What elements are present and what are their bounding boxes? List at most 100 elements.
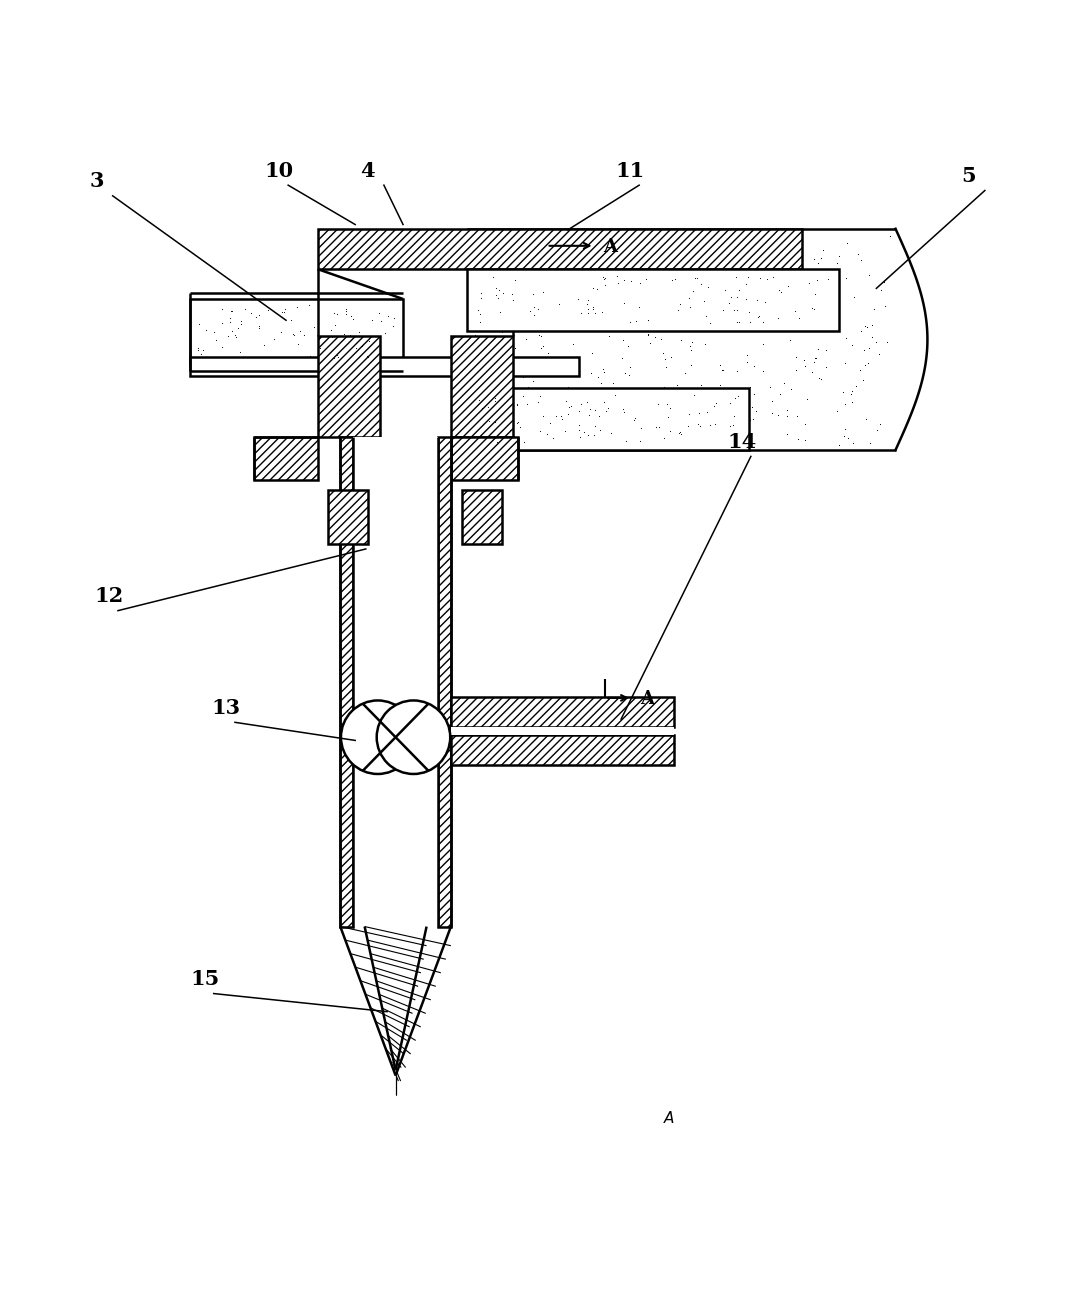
Point xyxy=(669,376,686,396)
Point xyxy=(766,268,784,289)
Point xyxy=(197,320,214,341)
Point xyxy=(848,376,865,396)
Point xyxy=(531,421,548,442)
Point xyxy=(858,408,875,429)
Point xyxy=(779,424,796,445)
Point xyxy=(594,402,611,422)
Point xyxy=(492,302,509,322)
Point xyxy=(579,237,596,257)
Point xyxy=(807,348,824,369)
Point xyxy=(491,287,508,308)
Point xyxy=(276,302,293,322)
Point xyxy=(620,335,637,356)
Point xyxy=(524,283,541,304)
Point xyxy=(755,360,772,381)
Point xyxy=(721,415,739,436)
Point xyxy=(861,338,878,359)
Point xyxy=(190,313,207,334)
Point xyxy=(809,252,827,273)
Point xyxy=(717,280,734,300)
Point xyxy=(358,346,375,367)
Point xyxy=(777,239,794,260)
Bar xyxy=(328,490,368,543)
Point xyxy=(565,268,582,289)
Point xyxy=(190,339,207,360)
Point xyxy=(324,328,341,348)
Point xyxy=(667,269,684,290)
Point xyxy=(819,269,836,290)
Point xyxy=(813,248,830,269)
Point xyxy=(614,330,631,351)
Point xyxy=(637,227,654,248)
Point xyxy=(616,363,634,384)
Point xyxy=(513,260,531,281)
Point xyxy=(624,417,641,438)
Point xyxy=(567,408,584,429)
Point xyxy=(656,428,673,448)
Point xyxy=(474,350,491,370)
Point xyxy=(494,385,511,406)
Point xyxy=(623,264,640,285)
Point xyxy=(714,252,731,273)
Point xyxy=(781,330,799,351)
Point xyxy=(525,347,542,368)
Point xyxy=(485,266,502,287)
Point xyxy=(347,338,364,359)
Point xyxy=(483,315,501,335)
Point xyxy=(304,316,322,337)
Point xyxy=(825,311,843,332)
Point xyxy=(549,299,566,320)
Point xyxy=(539,239,556,260)
Point xyxy=(730,400,747,421)
Point xyxy=(284,324,301,344)
Point xyxy=(770,404,787,425)
Bar xyxy=(438,437,451,927)
Point xyxy=(576,421,593,442)
Point xyxy=(210,347,227,368)
Point xyxy=(838,268,855,289)
Point xyxy=(683,380,700,400)
Point xyxy=(607,385,624,406)
Point xyxy=(585,425,602,446)
Point xyxy=(578,413,595,434)
Point xyxy=(640,309,657,330)
Point xyxy=(795,350,813,370)
Point xyxy=(778,406,795,426)
Point xyxy=(539,342,556,363)
Point xyxy=(229,317,247,338)
Text: 10: 10 xyxy=(265,161,294,181)
Point xyxy=(488,285,505,306)
Point xyxy=(526,363,544,384)
Point xyxy=(466,325,483,346)
Bar xyxy=(318,229,802,269)
Point xyxy=(566,302,583,322)
Point xyxy=(839,428,857,448)
Point xyxy=(846,287,863,308)
Point xyxy=(800,280,817,300)
Point xyxy=(760,254,777,274)
Point xyxy=(593,242,610,263)
Point xyxy=(242,303,259,324)
Point xyxy=(615,269,632,290)
Point xyxy=(686,385,703,406)
Point xyxy=(796,430,814,451)
Point xyxy=(495,278,512,299)
Point xyxy=(534,337,551,358)
Point xyxy=(511,416,528,437)
Point xyxy=(539,424,556,445)
Point xyxy=(553,304,570,325)
Point xyxy=(222,308,239,329)
Point xyxy=(584,382,601,403)
Point xyxy=(607,316,624,337)
Point xyxy=(658,394,675,415)
Point xyxy=(596,391,613,412)
Point xyxy=(729,300,746,321)
Point xyxy=(325,348,342,369)
Point xyxy=(617,430,635,451)
Bar xyxy=(340,437,353,927)
Point xyxy=(502,420,519,441)
Point xyxy=(213,299,230,320)
Point xyxy=(605,373,622,394)
Point xyxy=(735,272,753,292)
Point xyxy=(530,391,547,412)
